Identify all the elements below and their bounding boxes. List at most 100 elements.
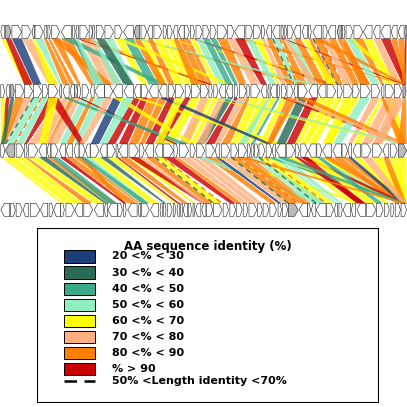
Polygon shape (104, 204, 107, 217)
Polygon shape (327, 85, 336, 98)
Polygon shape (362, 157, 407, 204)
Polygon shape (287, 39, 317, 85)
Polygon shape (159, 98, 272, 144)
Polygon shape (193, 204, 195, 217)
Polygon shape (353, 85, 359, 98)
Bar (64, 282, 95, 295)
Polygon shape (100, 144, 107, 157)
Polygon shape (129, 157, 195, 204)
Polygon shape (149, 85, 158, 98)
Polygon shape (155, 157, 222, 204)
Polygon shape (188, 204, 192, 217)
Polygon shape (59, 157, 126, 204)
Polygon shape (61, 25, 71, 39)
Polygon shape (287, 144, 295, 157)
Polygon shape (302, 39, 336, 85)
Polygon shape (376, 204, 383, 217)
Polygon shape (107, 98, 140, 144)
Polygon shape (316, 204, 326, 217)
Polygon shape (179, 157, 248, 204)
Polygon shape (47, 144, 51, 157)
Polygon shape (374, 39, 402, 85)
Polygon shape (142, 85, 148, 98)
Polygon shape (113, 98, 195, 144)
Bar (64, 299, 95, 311)
Polygon shape (129, 98, 158, 144)
Polygon shape (33, 25, 35, 39)
Polygon shape (343, 204, 350, 217)
Polygon shape (299, 204, 308, 217)
Polygon shape (333, 157, 400, 204)
Polygon shape (197, 144, 205, 157)
Polygon shape (247, 98, 276, 144)
Polygon shape (168, 25, 172, 39)
Polygon shape (43, 85, 48, 98)
Polygon shape (184, 39, 212, 85)
Polygon shape (163, 25, 167, 39)
Text: 60 <% < 70: 60 <% < 70 (112, 316, 184, 326)
Polygon shape (66, 204, 74, 217)
Polygon shape (381, 25, 390, 39)
Polygon shape (190, 25, 195, 39)
Polygon shape (174, 144, 178, 157)
Polygon shape (206, 157, 276, 204)
Polygon shape (123, 25, 133, 39)
Polygon shape (160, 204, 162, 217)
Polygon shape (398, 25, 404, 39)
Polygon shape (270, 85, 276, 98)
Polygon shape (96, 25, 104, 39)
Polygon shape (79, 144, 85, 157)
Polygon shape (116, 157, 180, 204)
Polygon shape (163, 39, 359, 85)
Polygon shape (173, 39, 201, 85)
Polygon shape (35, 39, 61, 85)
Polygon shape (309, 39, 336, 85)
Text: 50 <% < 60: 50 <% < 60 (112, 300, 184, 310)
Polygon shape (313, 25, 322, 39)
Polygon shape (281, 39, 406, 85)
Polygon shape (44, 39, 69, 85)
Polygon shape (294, 85, 298, 98)
Polygon shape (1, 204, 10, 217)
Polygon shape (258, 204, 263, 217)
Polygon shape (398, 144, 407, 157)
Polygon shape (253, 39, 280, 85)
Polygon shape (223, 204, 228, 217)
Text: AA sequence identity (%): AA sequence identity (%) (124, 240, 291, 253)
Polygon shape (230, 204, 236, 217)
Polygon shape (266, 144, 272, 157)
Polygon shape (85, 157, 149, 204)
Polygon shape (154, 25, 162, 39)
Polygon shape (335, 204, 337, 217)
Polygon shape (115, 25, 122, 39)
Polygon shape (128, 204, 137, 217)
Polygon shape (383, 144, 389, 157)
Bar (64, 331, 95, 343)
Polygon shape (66, 157, 137, 204)
Polygon shape (39, 144, 47, 157)
Polygon shape (323, 98, 352, 144)
Polygon shape (221, 144, 230, 157)
Polygon shape (74, 144, 79, 157)
Polygon shape (140, 144, 144, 157)
Polygon shape (119, 98, 148, 144)
Polygon shape (215, 157, 365, 204)
Polygon shape (287, 98, 317, 144)
Polygon shape (16, 204, 22, 217)
Polygon shape (206, 98, 238, 144)
Polygon shape (354, 39, 384, 85)
Polygon shape (1, 144, 5, 157)
Polygon shape (362, 144, 371, 157)
Polygon shape (95, 85, 104, 98)
Polygon shape (75, 204, 83, 217)
Polygon shape (119, 144, 128, 157)
Polygon shape (276, 98, 307, 144)
Polygon shape (337, 85, 342, 98)
Polygon shape (247, 85, 250, 98)
Polygon shape (123, 204, 126, 217)
Polygon shape (253, 25, 261, 39)
Polygon shape (262, 25, 265, 39)
Polygon shape (72, 39, 104, 85)
Polygon shape (79, 157, 149, 204)
Polygon shape (29, 144, 38, 157)
